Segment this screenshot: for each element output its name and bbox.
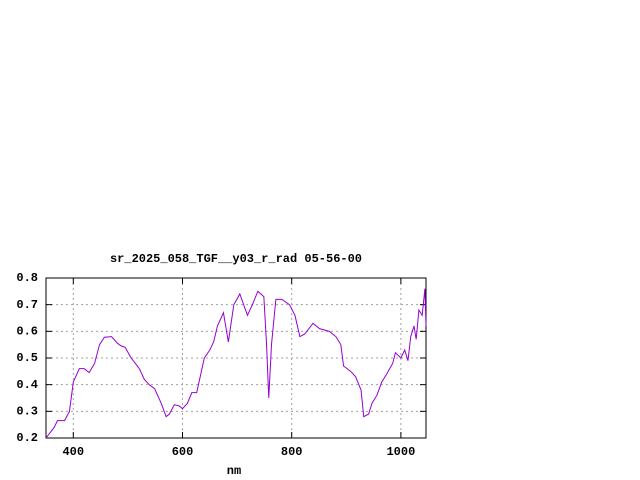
y-tick-label: 0.6 xyxy=(16,325,38,339)
y-tick-label: 0.3 xyxy=(16,405,38,419)
x-tick-label: 600 xyxy=(172,445,194,459)
x-tick-label: 400 xyxy=(62,445,84,459)
y-tick-label: 0.5 xyxy=(16,351,38,365)
y-tick-label: 0.8 xyxy=(16,271,38,285)
y-tick-label: 0.7 xyxy=(16,298,38,312)
x-axis-label: nm xyxy=(227,464,241,478)
x-tick-label: 800 xyxy=(281,445,303,459)
x-tick-label: 1000 xyxy=(386,445,415,459)
plot-frame xyxy=(45,277,427,439)
y-tick-label: 0.4 xyxy=(16,378,38,392)
y-tick-label: 0.2 xyxy=(16,431,38,445)
chart-title: sr_2025_058_TGF__y03_r_rad 05-56-00 xyxy=(110,252,362,266)
data-line xyxy=(45,288,427,439)
